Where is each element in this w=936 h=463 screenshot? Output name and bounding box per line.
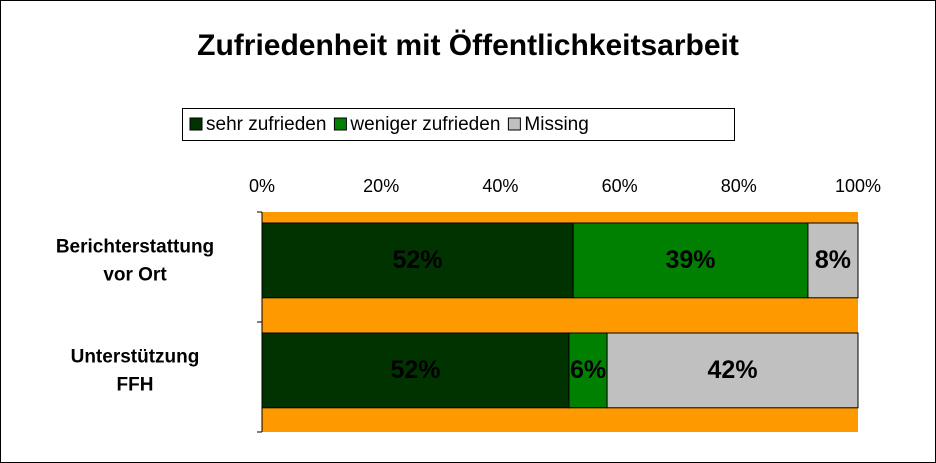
data-label: 6% — [570, 356, 606, 384]
legend-label: weniger zufrieden — [349, 114, 500, 135]
chart-title: Zufriedenheit mit Öffentlichkeitsarbeit — [197, 29, 739, 62]
bar-segment — [572, 222, 809, 299]
category-label-line: Berichterstattung — [56, 236, 214, 257]
legend-box — [182, 108, 735, 141]
data-label: 52% — [393, 246, 443, 274]
category-label-line: Unterstützung — [71, 346, 200, 367]
x-tick-label: 60% — [602, 176, 638, 196]
x-tick-label: 20% — [363, 176, 399, 196]
category-label-line: FFH — [117, 374, 154, 395]
legend-label: sehr zufrieden — [206, 114, 326, 135]
data-label: 39% — [666, 246, 716, 274]
bar-segment — [261, 332, 570, 409]
x-tick-label: 80% — [721, 176, 757, 196]
legend-swatch — [333, 117, 347, 131]
data-label: 8% — [815, 246, 851, 274]
x-tick-label: 100% — [835, 176, 881, 196]
bar-segment — [606, 332, 859, 409]
bar-segment — [568, 332, 608, 409]
bar-segment — [807, 222, 859, 299]
bar-segment — [261, 222, 574, 299]
category-label-line: vor Ort — [103, 264, 167, 285]
data-label: 52% — [390, 356, 440, 384]
data-label: 42% — [708, 356, 758, 384]
x-tick-label: 0% — [249, 176, 275, 196]
legend-swatch — [507, 117, 521, 131]
legend-label: Missing — [524, 114, 588, 135]
legend-swatch — [189, 117, 203, 131]
x-tick-label: 40% — [482, 176, 518, 196]
category-label: Berichterstattung vor Ort — [56, 236, 214, 285]
category-label: Unterstützung FFH — [71, 346, 200, 395]
